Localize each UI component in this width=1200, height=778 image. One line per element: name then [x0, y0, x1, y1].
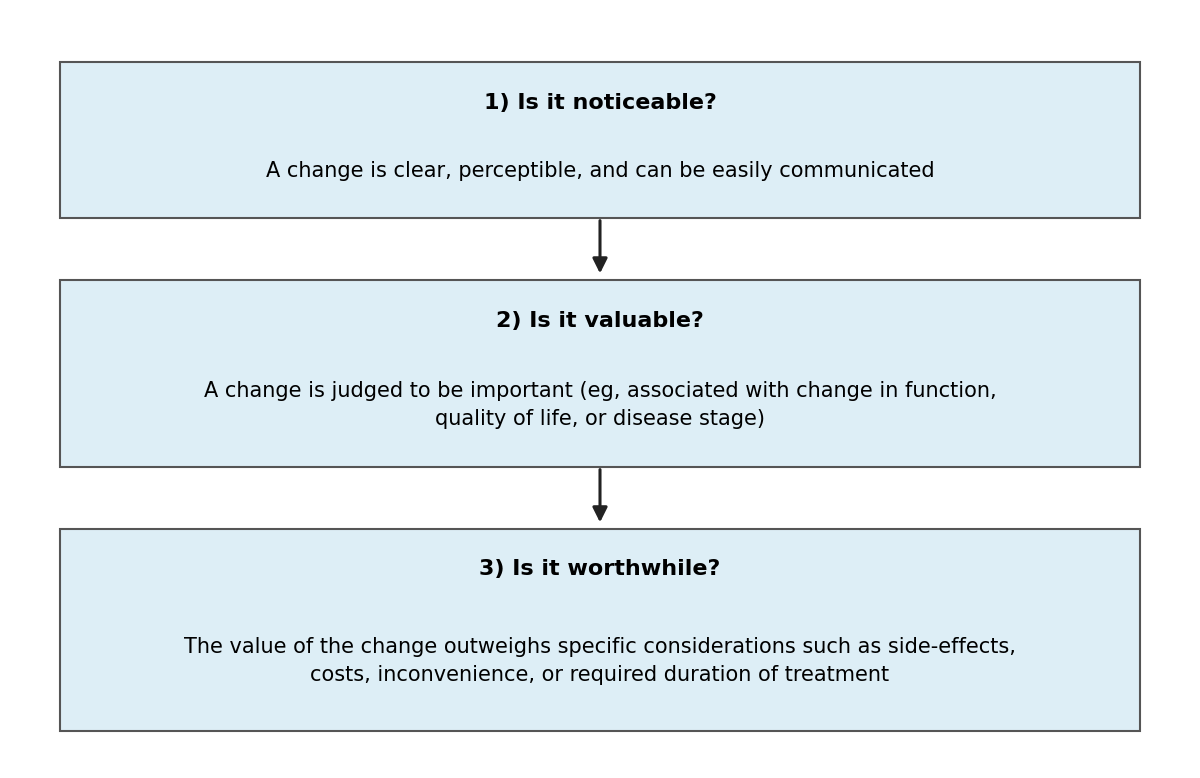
Text: 3) Is it worthwhile?: 3) Is it worthwhile? — [479, 559, 721, 580]
Text: A change is judged to be important (eg, associated with change in function,
qual: A change is judged to be important (eg, … — [204, 380, 996, 429]
Text: 1) Is it noticeable?: 1) Is it noticeable? — [484, 93, 716, 113]
FancyBboxPatch shape — [60, 529, 1140, 731]
Text: The value of the change outweighs specific considerations such as side-effects,
: The value of the change outweighs specif… — [184, 637, 1016, 685]
Text: A change is clear, perceptible, and can be easily communicated: A change is clear, perceptible, and can … — [265, 161, 935, 181]
FancyBboxPatch shape — [60, 280, 1140, 467]
FancyBboxPatch shape — [60, 62, 1140, 218]
Text: 2) Is it valuable?: 2) Is it valuable? — [496, 310, 704, 331]
